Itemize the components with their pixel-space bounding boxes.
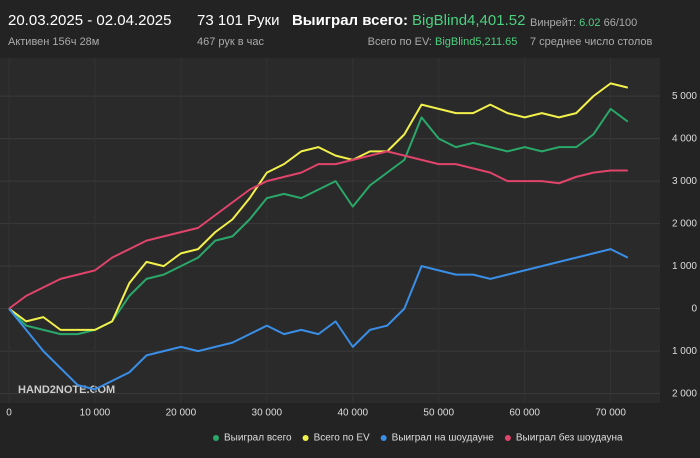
winrate-value: 6.02 <box>579 17 600 29</box>
y-tick-label: 4 000 <box>672 133 697 144</box>
tables: 7 среднее число столов <box>530 36 652 48</box>
legend-marker <box>380 435 387 441</box>
watermark: HAND2NOTE.COM <box>18 384 115 396</box>
series-line <box>8 150 628 310</box>
x-tick-label: 20 000 <box>166 408 197 419</box>
y-tick-label: 1 000 <box>672 346 697 357</box>
y-tick-label: 2 000 <box>672 218 697 229</box>
legend-label: Выиграл всего <box>224 433 292 444</box>
lines <box>8 82 629 391</box>
legend-marker <box>504 435 511 441</box>
x-tick-label: 50 000 <box>423 408 454 419</box>
series-line <box>8 248 629 391</box>
legend-marker <box>302 435 309 441</box>
winrate-label: Винрейт: <box>530 17 576 29</box>
y-tick-label: 0 <box>691 303 697 314</box>
ev-value: BigBlind5,211.65 <box>435 36 517 48</box>
legend-marker <box>213 435 219 441</box>
won-label: Выиграл всего: <box>292 12 408 29</box>
x-tick-label: 0 <box>6 408 12 419</box>
won-value: BigBlind4,401.52 <box>412 12 525 29</box>
period: 20.03.2025 - 02.04.2025 <box>8 12 171 29</box>
legend-label: Выиграл на шоудауне <box>392 433 495 444</box>
legend: Выиграл всего Всего по EV Выиграл на шоуда… <box>213 432 623 444</box>
active-time: Активен 156ч 28м <box>8 36 99 48</box>
hands: 73 101 Руки <box>197 12 280 29</box>
x-tick-label: 10 000 <box>80 408 111 419</box>
x-tick-label: 60 000 <box>509 408 540 419</box>
y-tick-label: 3 000 <box>672 176 697 187</box>
x-tick-label: 40 000 <box>337 408 368 419</box>
ev-label: Всего по EV: <box>368 36 432 48</box>
grid: 2 000 1 000 0 1 000 2 000 3 000 4 000 5 000 0 10 … <box>0 58 697 419</box>
y-tick-label: 1 000 <box>672 261 697 272</box>
y-tick-label: 2 000 <box>672 388 697 399</box>
hands-per-hour: 467 рук в час <box>197 36 265 48</box>
legend-label: Всего по EV <box>314 433 370 444</box>
legend-label: Выиграл без шоудауна <box>516 432 623 444</box>
winrate-unit: 66/100 <box>604 17 638 29</box>
x-tick-label: 70 000 <box>595 408 626 419</box>
x-tick-label: 30 000 <box>252 408 283 419</box>
winrate: Винрейт: 6.02 66/100 <box>530 17 637 29</box>
series-line <box>8 82 629 331</box>
y-tick-label: 5 000 <box>672 91 697 102</box>
